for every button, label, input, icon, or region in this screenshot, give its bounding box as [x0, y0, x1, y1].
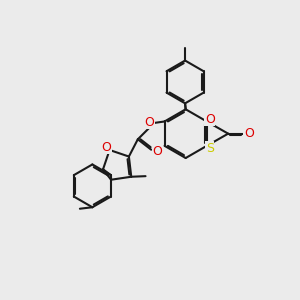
Text: O: O — [152, 145, 162, 158]
Text: O: O — [145, 116, 154, 129]
Text: O: O — [205, 112, 215, 126]
Text: O: O — [102, 140, 112, 154]
Text: O: O — [244, 127, 254, 140]
Text: S: S — [206, 142, 214, 155]
